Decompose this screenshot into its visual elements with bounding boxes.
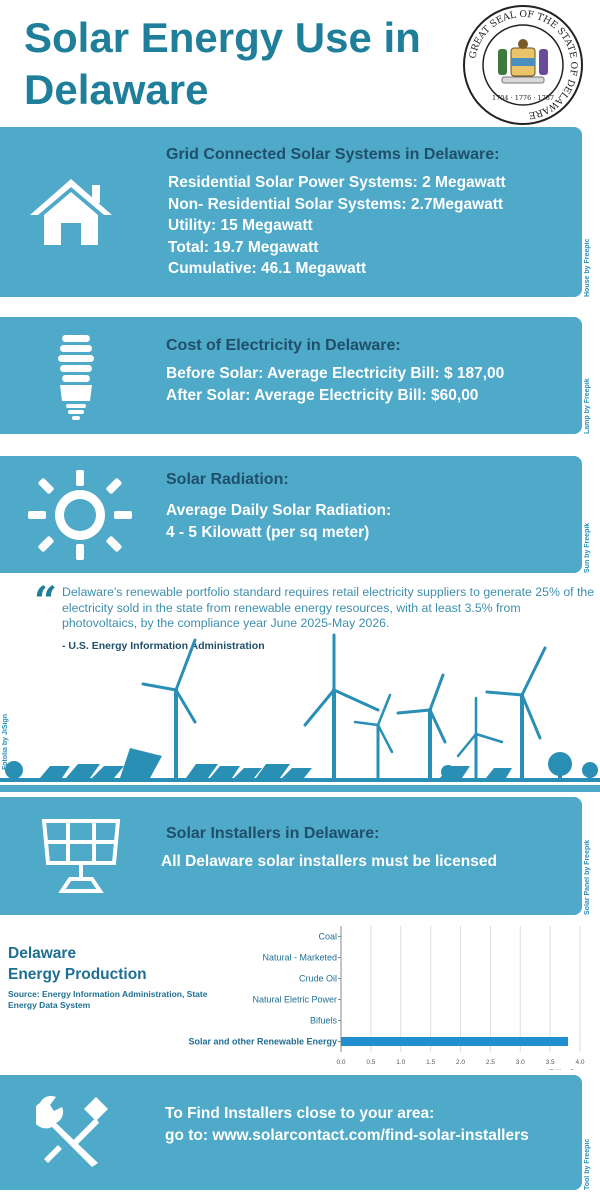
x-tick-label: 1.0 [396,1059,405,1066]
category-label: Natural Eletric Power [252,995,337,1005]
cost-line-before: Before Solar: Average Electricity Bill: … [166,365,505,382]
x-tick-label: 0.5 [366,1059,375,1066]
energy-production-chart: 0.0 0.5 1.0 1.5 2.0 2.5 3.0 3.5 4.0 Coal Natural -… [188,926,585,1070]
solar-panel-credit: Solar Panel by Freepik [584,839,591,915]
grid-line-nonresidential: Non- Residential Solar Systems: 2.7Megaw… [168,195,504,213]
radiation-lines: Average Daily Solar Radiation: 4 - 5 Kil… [166,500,391,543]
installers-heading: Solar Installers in Delaware: [166,825,380,842]
delaware-seal: GREAT SEAL OF THE STATE OF DELAWARE 1704… [463,5,583,125]
grid-solar-panel: Grid Connected Solar Systems in Delaware… [0,127,582,297]
tool-credit: Tool by Freepic [584,1138,591,1190]
production-title-line-2: Energy Production [8,966,147,983]
house-icon [30,179,112,245]
category-label: Natural - Marketed [262,953,337,963]
sun-icon [28,470,132,560]
find-lines: To Find Installers close to your area: g… [165,1103,529,1147]
grid-line-cumulative: Cumulative: 46.1 Megawatt [168,260,367,277]
fotolia-credit: Fotolia by JiSign [2,713,9,770]
radiation-panel: Solar Radiation: Average Daily Solar Rad… [0,456,582,573]
page-title: Solar Energy Use in Delaware [24,14,421,113]
x-tick-label: 0.0 [336,1059,345,1066]
tools-icon [36,1095,108,1167]
find-line-intro: To Find Installers close to your area: [165,1105,435,1122]
bar-solar-and-other-renewable-energy [341,1037,569,1046]
grid-lines: Residential Solar Power Systems: 2 Megaw… [168,172,506,280]
cost-heading: Cost of Electricity in Delaware: [166,337,401,354]
x-tick-label: 2.0 [456,1059,465,1066]
production-source: Source: Energy Information Administratio… [8,989,208,1010]
radiation-line-label: Average Daily Solar Radiation: [166,502,392,519]
grid-line-utility: Utility: 15 Megawatt [168,217,313,234]
find-installers-panel: To Find Installers close to your area: g… [0,1075,582,1190]
grid-heading: Grid Connected Solar Systems in Delaware… [166,146,500,163]
cost-line-after: After Solar: Average Electricity Bill: $… [166,386,479,404]
category-label: Crude Oil [299,974,337,984]
house-credit: House by Freepic [584,238,591,297]
find-line-url[interactable]: go to: www.solarcontact.com/find-solar-i… [165,1127,529,1144]
grid-line-residential: Residential Solar Power Systems: 2 Megaw… [168,174,506,191]
quote-text: Delaware's renewable portfolio standard … [62,585,595,630]
sun-credit: Sun by Freepik [584,522,591,573]
seal-years: 1704 · 1776 · 1787 [492,94,554,102]
category-label: Solar and other Renewable Energy [188,1037,337,1047]
x-tick-label: 3.5 [546,1059,555,1066]
cost-lines: Before Solar: Average Electricity Bill: … [166,363,504,406]
installers-panel: Solar Installers in Delaware: All Delawa… [0,797,582,915]
radiation-line-value: 4 - 5 Kilowatt (per sq meter) [166,523,370,541]
installers-lines: All Delaware solar installers must be li… [161,851,497,873]
installers-line-licensed: All Delaware solar installers must be li… [161,853,497,870]
grid-line-total: Total: 19.7 Megawatt [168,238,319,256]
x-tick-label: 4.0 [575,1059,584,1066]
production-title-line-1: Delaware [8,945,77,962]
lamp-credit: Lamp by Freepik [584,378,591,434]
wind-solar-scene [0,633,600,792]
category-label: Bifuels [310,1016,338,1026]
x-tick-label: 2.5 [486,1059,495,1066]
radiation-heading: Solar Radiation: [166,471,289,488]
solar-panel-icon [41,819,121,893]
x-tick-label: 1.5 [426,1059,435,1066]
x-tick-label: 3.0 [516,1059,525,1066]
x-axis-label: Trillion Btu [550,1069,581,1070]
quote-mark-icon: “ [34,578,58,625]
cost-panel: Cost of Electricity in Delaware: Before … [0,317,582,434]
category-label: Coal [318,932,337,942]
quote-source: - U.S. Energy Information Administration [62,640,265,652]
lamp-icon [58,335,94,420]
production-title: Delaware Energy Production [8,943,147,985]
